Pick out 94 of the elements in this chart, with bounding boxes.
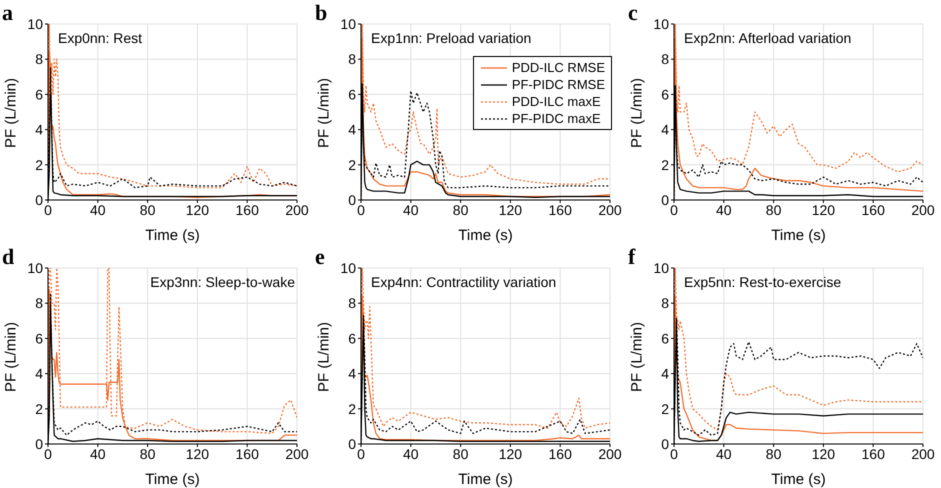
x-tick-label: 40 <box>90 202 106 218</box>
x-tick-label: 160 <box>862 202 886 218</box>
legend-label: PF-PIDC maxE <box>512 110 601 127</box>
y-tick-label: 4 <box>661 366 670 382</box>
x-tick-label: 120 <box>186 446 210 462</box>
x-tick-label: 80 <box>766 202 782 218</box>
x-tick-label: 80 <box>766 446 782 462</box>
x-axis-title: Time (s) <box>771 227 826 244</box>
y-tick-label: 6 <box>661 330 670 346</box>
y-axis-title: PF (L/min) <box>315 322 332 392</box>
x-axis-title: Time (s) <box>145 227 200 244</box>
y-tick-label: 2 <box>35 400 44 417</box>
y-tick-label: 6 <box>661 86 670 102</box>
x-tick-label: 40 <box>716 446 732 462</box>
x-tick-label: 120 <box>812 202 836 218</box>
x-tick-label: 160 <box>548 202 572 218</box>
x-tick-label: 40 <box>90 446 106 462</box>
y-tick-label: 6 <box>348 330 356 346</box>
x-tick-label: 40 <box>716 202 732 218</box>
x-tick-label: 80 <box>140 202 156 218</box>
x-tick-label: 200 <box>285 446 309 462</box>
y-tick-label: 0 <box>35 192 44 208</box>
y-axis-title: PF (L/min) <box>2 322 20 392</box>
chart-title: a <box>2 0 13 26</box>
chart-title: c <box>628 0 638 26</box>
chart-title: b <box>315 0 328 26</box>
y-axis-title: PF (L/min) <box>628 322 646 392</box>
y-tick-label: 0 <box>348 192 356 208</box>
y-tick-label: 10 <box>653 260 670 276</box>
x-axis-title: Time (s) <box>145 471 200 488</box>
y-tick-label: 0 <box>35 436 44 452</box>
text: Exp3nn: Sleep-to-wake <box>150 274 295 290</box>
legend-label: PDD-ILC maxE <box>512 93 601 110</box>
y-tick-label: 6 <box>35 86 44 102</box>
chart-title: d <box>2 244 14 270</box>
x-tick-label: 200 <box>285 202 309 218</box>
x-tick-label: 120 <box>812 446 836 462</box>
x-tick-label: 160 <box>862 446 886 462</box>
y-tick-label: 4 <box>35 366 44 382</box>
y-tick-label: 8 <box>661 295 670 312</box>
y-tick-label: 8 <box>348 51 356 68</box>
y-tick-label: 6 <box>35 330 44 346</box>
chart-subtitle: Exp0nn: Rest <box>58 30 142 46</box>
x-tick-label: 80 <box>452 446 469 462</box>
chart-subtitle: Exp1nn: Preload variation <box>371 30 532 46</box>
x-axis-title: Time (s) <box>771 471 826 488</box>
y-axis-title: PF (L/min) <box>2 78 20 148</box>
legend-label: PDD-ILC RMSE <box>512 59 605 76</box>
y-tick-label: 8 <box>348 295 356 312</box>
y-tick-label: 2 <box>661 156 670 173</box>
y-tick-label: 6 <box>348 86 356 102</box>
y-axis-title: PF (L/min) <box>315 78 332 148</box>
y-tick-label: 8 <box>35 295 44 312</box>
y-tick-label: 2 <box>35 156 44 173</box>
y-tick-label: 2 <box>348 156 356 173</box>
y-tick-label: 10 <box>27 16 44 32</box>
x-tick-label: 200 <box>911 446 935 462</box>
x-tick-label: 160 <box>236 446 260 462</box>
x-tick-label: 160 <box>236 202 260 218</box>
chart-title: e <box>315 244 325 270</box>
y-tick-label: 4 <box>35 122 44 138</box>
x-axis-title: Time (s) <box>458 227 513 244</box>
x-tick-label: 40 <box>403 446 419 462</box>
x-tick-label: 120 <box>498 202 522 218</box>
y-tick-label: 4 <box>348 366 356 382</box>
x-tick-label: 200 <box>598 446 622 462</box>
y-tick-label: 0 <box>348 436 356 452</box>
x-tick-label: 40 <box>403 202 419 218</box>
x-tick-label: 200 <box>598 202 622 218</box>
y-axis-title: PF (L/min) <box>628 78 646 148</box>
y-tick-label: 2 <box>661 400 670 417</box>
text: Exp4nn: Contractility variation <box>371 274 556 290</box>
legend-label: PF-PIDC RMSE <box>512 76 605 93</box>
y-tick-label: 0 <box>661 192 670 208</box>
x-tick-label: 80 <box>140 446 156 462</box>
chart-title: f <box>628 244 636 270</box>
y-tick-label: 10 <box>340 260 356 276</box>
x-tick-label: 160 <box>548 446 572 462</box>
x-tick-label: 120 <box>186 202 210 218</box>
y-tick-label: 10 <box>653 16 670 32</box>
text: Exp5nn: Rest-to-exercise <box>684 274 842 290</box>
y-tick-label: 4 <box>661 122 670 138</box>
chart-subtitle: Exp2nn: Afterload variation <box>684 30 852 46</box>
y-tick-label: 8 <box>661 51 670 68</box>
x-tick-label: 120 <box>498 446 522 462</box>
y-tick-label: 2 <box>348 400 356 417</box>
x-axis-title: Time (s) <box>458 471 513 488</box>
x-tick-label: 80 <box>452 202 469 218</box>
x-tick-label: 200 <box>911 202 935 218</box>
y-tick-label: 0 <box>661 436 670 452</box>
y-tick-label: 4 <box>348 122 356 138</box>
y-tick-label: 10 <box>340 16 356 32</box>
y-tick-label: 10 <box>27 260 44 276</box>
y-tick-label: 8 <box>35 51 44 68</box>
